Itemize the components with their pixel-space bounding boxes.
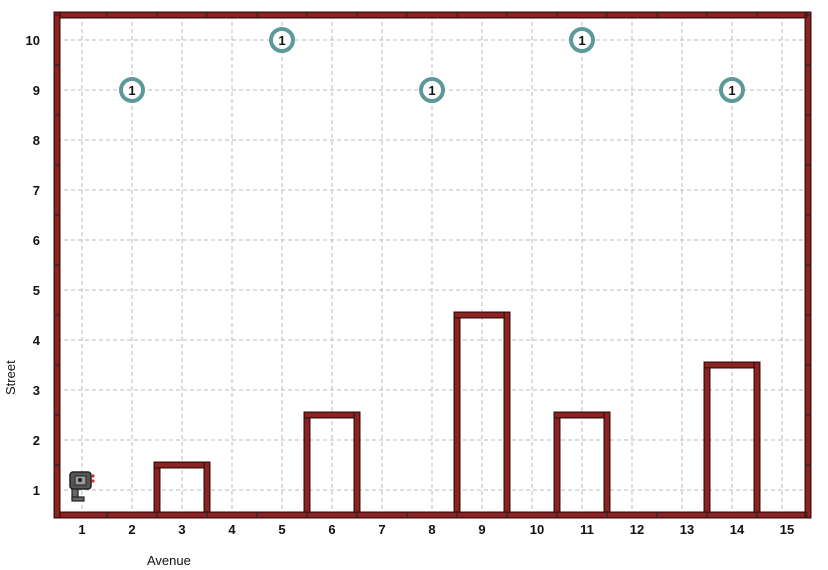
street-tick-labels: 1 2 3 4 5 6 7 8 9 10 (26, 33, 41, 498)
y-axis-label: Street (3, 360, 18, 395)
beeper-ring (569, 27, 595, 53)
avenue-tick-label: 14 (730, 522, 745, 537)
avenue-tick-label: 10 (530, 522, 544, 537)
beeper-count: 1 (128, 83, 135, 98)
beeper-count: 1 (278, 33, 285, 48)
beeper-count: 1 (428, 83, 435, 98)
beeper-count: 1 (728, 83, 735, 98)
beeper: 1 (719, 77, 745, 103)
beeper-ring (269, 27, 295, 53)
avenue-tick-label: 1 (78, 522, 85, 537)
avenue-tick-label: 6 (328, 522, 335, 537)
street-tick-label: 8 (33, 133, 40, 148)
avenue-tick-label: 4 (228, 522, 236, 537)
street-tick-label: 6 (33, 233, 40, 248)
beeper: 1 (269, 27, 295, 53)
avenue-tick-label: 3 (178, 522, 185, 537)
beeper: 1 (569, 27, 595, 53)
street-tick-label: 10 (26, 33, 40, 48)
beeper-ring (719, 77, 745, 103)
avenue-tick-label: 15 (780, 522, 794, 537)
hurdle-walls (153, 311, 761, 519)
street-tick-label: 5 (33, 283, 40, 298)
street-tick-label: 4 (33, 333, 41, 348)
beeper-ring (119, 77, 145, 103)
avenue-tick-label: 9 (478, 522, 485, 537)
avenue-tick-label: 8 (428, 522, 435, 537)
street-tick-label: 2 (33, 433, 40, 448)
avenue-tick-labels: 1 2 3 4 5 6 7 8 9 10 11 12 13 14 15 (78, 522, 794, 537)
avenue-tick-label: 7 (378, 522, 385, 537)
street-tick-label: 7 (33, 183, 40, 198)
street-tick-label: 3 (33, 383, 40, 398)
avenue-tick-label: 13 (680, 522, 694, 537)
beepers: 1 1 1 1 1 (119, 27, 745, 103)
avenue-tick-label: 5 (278, 522, 285, 537)
avenue-tick-label: 12 (630, 522, 644, 537)
grid-lines (57, 15, 808, 515)
beeper-count: 1 (578, 33, 585, 48)
x-axis-label: Avenue (147, 553, 191, 568)
beeper-ring (419, 77, 445, 103)
world-border (53, 11, 812, 519)
beeper: 1 (119, 77, 145, 103)
street-tick-label: 1 (33, 483, 40, 498)
avenue-tick-label: 11 (580, 522, 594, 537)
robot-icon (69, 471, 95, 502)
beeper: 1 (419, 77, 445, 103)
street-tick-label: 9 (33, 83, 40, 98)
avenue-tick-label: 2 (128, 522, 135, 537)
